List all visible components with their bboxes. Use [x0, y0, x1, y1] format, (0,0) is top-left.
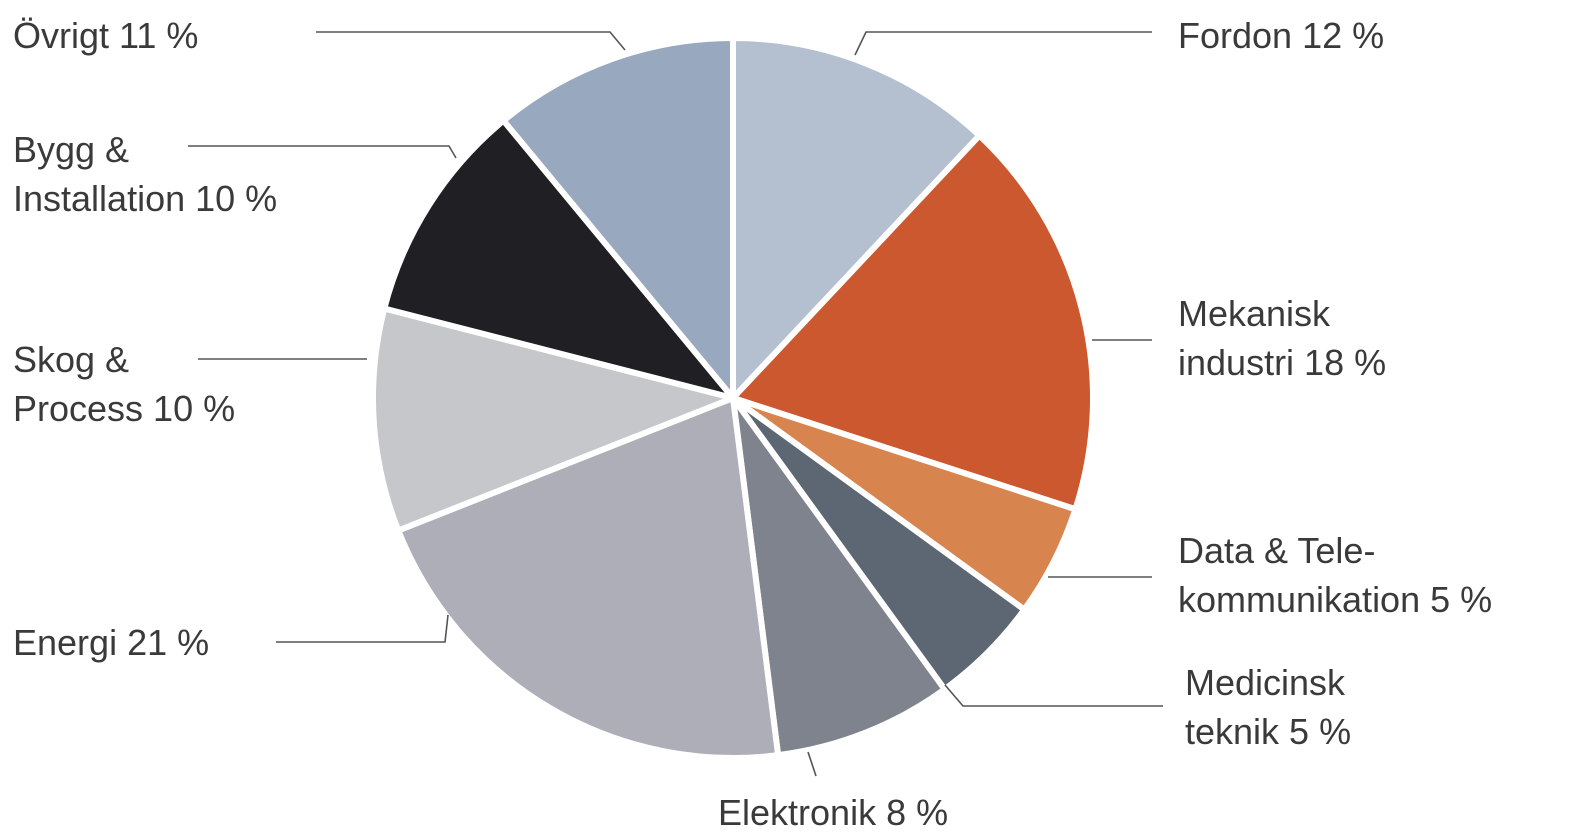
slice-label-line: Elektronik 8 % [718, 792, 948, 833]
slice-label-line: teknik 5 % [1185, 711, 1351, 752]
slice-label-line: Process 10 % [13, 388, 235, 429]
pie-slice-mekanisk-industri [730, 132, 1096, 513]
slice-label-line: Skog & [13, 339, 129, 380]
pie-slice-elektronik [730, 395, 948, 759]
slice-label-line: kommunikation 5 % [1178, 579, 1492, 620]
slice-label-line: Fordon 12 % [1178, 15, 1384, 56]
leader-line-bygg-and-installation [188, 145, 457, 159]
slice-label-line: Data & Tele- [1178, 530, 1375, 571]
slice-label-bygg-and-installation: Bygg & Installation 10 % [13, 129, 277, 219]
slice-labels: Fordon 12 % Mekanisk industri 18 % Data & T… [13, 15, 1492, 833]
slice-label-line: Mekanisk [1178, 293, 1331, 334]
slice-label-energi: Energi 21 % [13, 622, 209, 663]
slice-label-ovrigt: Övrigt 11 % [13, 15, 198, 56]
pie-slice-bygg-and-installation [381, 117, 736, 401]
pie-slices [370, 35, 1096, 761]
slice-label-skog-and-process: Skog & Process 10 % [13, 339, 235, 429]
slice-label-elektronik: Elektronik 8 % [718, 792, 948, 833]
slice-label-data-and-telekommunikation: Data & Tele-kommunikation 5 % [1178, 530, 1492, 620]
leader-line-medicinsk-teknik [944, 684, 1163, 707]
pie-slice-ovrigt [500, 35, 736, 401]
slice-label-line: Energi 21 % [13, 622, 209, 663]
slice-label-line: Medicinsk [1185, 662, 1346, 703]
leader-line-fordon [854, 31, 1152, 56]
slice-label-mekanisk-industri: Mekanisk industri 18 % [1178, 293, 1386, 383]
leader-line-energi [276, 614, 449, 643]
slice-label-line: industri 18 % [1178, 342, 1386, 383]
leader-line-ovrigt [316, 31, 626, 51]
pie-slice-energi [395, 395, 782, 761]
slice-label-fordon: Fordon 12 % [1178, 15, 1384, 56]
slice-label-line: Bygg & [13, 129, 129, 170]
leader-lines [188, 31, 1163, 777]
leader-line-elektronik [807, 751, 817, 777]
pie-slice-skog-and-process [370, 305, 736, 534]
pie-slice-fordon [730, 35, 983, 401]
slice-label-line: Övrigt 11 % [13, 15, 198, 56]
slice-label-medicinsk-teknik: Medicinsk teknik 5 % [1185, 662, 1351, 752]
slice-label-line: Installation 10 % [13, 178, 277, 219]
